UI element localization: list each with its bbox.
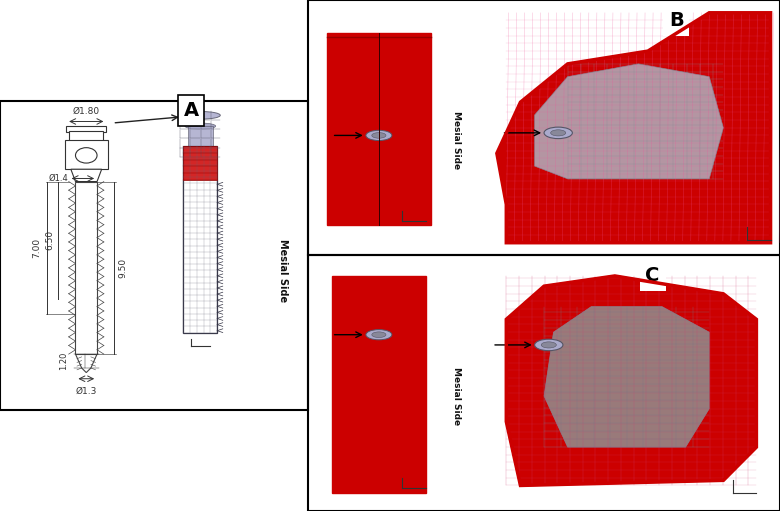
Polygon shape <box>506 276 757 485</box>
Ellipse shape <box>185 123 215 129</box>
Text: B: B <box>668 11 683 30</box>
Polygon shape <box>497 13 771 243</box>
Text: 7.00: 7.00 <box>33 238 41 258</box>
Bar <box>65 140 108 169</box>
Bar <box>332 276 426 493</box>
Text: A: A <box>183 101 199 120</box>
Bar <box>0 102 308 409</box>
Bar <box>183 146 217 333</box>
Bar <box>76 181 97 354</box>
Text: Mesial Side: Mesial Side <box>452 111 461 170</box>
Ellipse shape <box>372 332 386 337</box>
Ellipse shape <box>180 111 220 119</box>
Bar <box>308 256 780 511</box>
Polygon shape <box>534 64 723 179</box>
Ellipse shape <box>76 148 97 163</box>
Polygon shape <box>71 169 101 181</box>
Bar <box>66 126 106 132</box>
Ellipse shape <box>541 342 556 348</box>
Polygon shape <box>76 354 97 373</box>
Bar <box>327 33 431 225</box>
Bar <box>183 146 217 180</box>
Text: Ø1.4: Ø1.4 <box>48 174 69 183</box>
Ellipse shape <box>366 130 392 141</box>
Ellipse shape <box>551 130 566 136</box>
Ellipse shape <box>372 132 386 138</box>
Bar <box>188 126 213 146</box>
Ellipse shape <box>366 330 392 340</box>
Text: 9.50: 9.50 <box>119 258 128 278</box>
Text: 6.50: 6.50 <box>45 230 55 250</box>
Ellipse shape <box>544 127 573 138</box>
Text: Mesial Side: Mesial Side <box>278 239 289 303</box>
Text: Mesial Side: Mesial Side <box>452 367 461 425</box>
Bar <box>69 131 103 142</box>
Text: C: C <box>645 266 660 286</box>
Ellipse shape <box>534 339 563 351</box>
Text: Ø1.80: Ø1.80 <box>73 106 100 115</box>
Text: Ø1.3: Ø1.3 <box>76 386 97 396</box>
Bar <box>308 0 780 256</box>
Text: 1.20: 1.20 <box>58 352 68 370</box>
Polygon shape <box>544 307 709 447</box>
